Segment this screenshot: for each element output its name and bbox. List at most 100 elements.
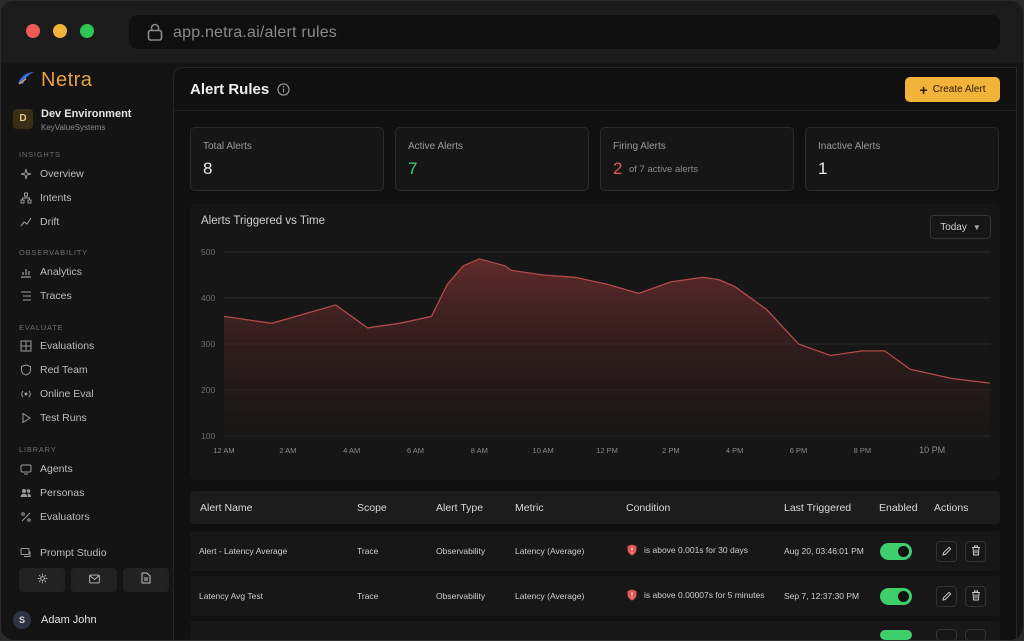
time-range-dropdown[interactable]: Today ▼ (930, 215, 991, 239)
sidebar-item-personas[interactable]: Personas (19, 485, 84, 501)
chat-icon (19, 546, 33, 560)
sidebar-item-intents[interactable]: Intents (19, 190, 72, 206)
sidebar-item-online-eval[interactable]: Online Eval (19, 386, 94, 402)
column-header[interactable]: Condition (626, 502, 671, 514)
table-row[interactable]: Alert - Latency Average Trace Observabil… (190, 531, 1000, 571)
settings-button[interactable] (19, 568, 65, 592)
section-title-evaluate: EVALUATE (19, 323, 64, 332)
edit-button[interactable] (936, 629, 957, 640)
area-fill (224, 258, 990, 436)
sidebar-item-analytics[interactable]: Analytics (19, 264, 82, 280)
document-icon (141, 571, 151, 589)
column-header[interactable]: Alert Type (436, 502, 484, 514)
y-tick-label: 500 (201, 247, 215, 257)
sidebar-item-evaluations[interactable]: Evaluations (19, 338, 94, 354)
column-header[interactable]: Scope (357, 502, 387, 514)
browser-titlebar: app.netra.ai/alert rules (1, 1, 1023, 63)
chevron-down-icon: ▼ (972, 222, 981, 232)
stat-card-firing: Firing Alerts 2 of 7 active alerts (600, 127, 794, 191)
avatar: S (13, 611, 31, 629)
table-row[interactable] (190, 621, 1000, 640)
column-header: Actions (934, 502, 969, 514)
drift-icon (19, 215, 33, 229)
toggle-knob (898, 591, 909, 602)
delete-button[interactable] (965, 586, 986, 607)
chart-title: Alerts Triggered vs Time (201, 215, 325, 227)
enabled-toggle[interactable] (880, 543, 912, 560)
sidebar-item-overview[interactable]: Overview (19, 166, 84, 182)
column-header[interactable]: Last Triggered (784, 502, 852, 514)
sidebar-item-label: Online Eval (40, 388, 94, 400)
maximize-window-button[interactable] (80, 24, 94, 38)
table-row[interactable]: Latency Avg Test Trace Observability Lat… (190, 576, 1000, 616)
alert-name-cell[interactable]: Latency Avg Test (199, 591, 263, 601)
list-icon (19, 289, 33, 303)
gear-icon (37, 571, 48, 589)
edit-button[interactable] (936, 586, 957, 607)
column-header[interactable]: Metric (515, 502, 544, 514)
sidebar-item-test-runs[interactable]: Test Runs (19, 410, 87, 426)
condition-cell: is above 0.001s for 30 days (627, 544, 748, 556)
x-tick-label: 12 PM (596, 446, 618, 455)
sidebar-item-evaluators[interactable]: Evaluators (19, 509, 90, 525)
sidebar-item-prompt-studio[interactable]: Prompt Studio (19, 545, 107, 561)
pencil-icon (941, 588, 952, 606)
alert-shield-icon (627, 589, 637, 601)
section-title-insights: INSIGHTS (19, 150, 61, 159)
table-header: Alert Name Scope Alert Type Metric Condi… (190, 491, 1000, 524)
sidebar-item-label: Drift (40, 216, 60, 228)
play-icon (19, 411, 33, 425)
inbox-button[interactable] (71, 568, 117, 592)
user-name: Adam John (41, 614, 97, 626)
sidebar: Netra D Dev Environment KeyValueSystems … (1, 63, 171, 640)
sidebar-item-agents[interactable]: Agents (19, 461, 73, 477)
condition-cell: is above 0.00007s for 5 minutes (627, 589, 765, 601)
percent-icon (19, 510, 33, 524)
address-bar[interactable]: app.netra.ai/alert rules (129, 15, 1000, 49)
enabled-toggle[interactable] (880, 630, 912, 640)
user-profile[interactable]: S Adam John (13, 609, 97, 631)
alert-type-cell: Observability (436, 591, 486, 601)
edit-button[interactable] (936, 541, 957, 562)
hierarchy-icon (19, 191, 33, 205)
metric-cell: Latency (Average) (515, 591, 585, 601)
stat-value: 7 (408, 159, 418, 178)
environment-switcher[interactable]: D Dev Environment KeyValueSystems (13, 107, 163, 137)
stat-label: Inactive Alerts (818, 141, 881, 152)
create-alert-button[interactable]: + Create Alert (905, 77, 1000, 102)
stat-value: 1 (818, 159, 828, 178)
toggle-knob (898, 546, 909, 557)
column-header[interactable]: Enabled (879, 502, 918, 514)
sidebar-item-drift[interactable]: Drift (19, 214, 59, 230)
sidebar-item-label: Test Runs (40, 412, 87, 424)
stat-label: Total Alerts (203, 141, 252, 152)
scope-cell: Trace (357, 546, 379, 556)
sidebar-item-label: Evaluators (40, 511, 90, 523)
y-tick-label: 100 (201, 431, 215, 441)
alerts-chart-card: Alerts Triggered vs Time Today ▼ 100 200 3… (190, 204, 1000, 480)
sidebar-item-label: Personas (40, 487, 85, 499)
info-icon[interactable] (277, 83, 290, 96)
close-window-button[interactable] (26, 24, 40, 38)
x-tick-label: 10 AM (533, 446, 554, 455)
pencil-icon (941, 543, 952, 561)
x-tick-label: 8 AM (471, 446, 488, 455)
delete-button[interactable] (965, 541, 986, 562)
sidebar-item-traces[interactable]: Traces (19, 288, 72, 304)
signal-icon (19, 387, 33, 401)
enabled-toggle[interactable] (880, 588, 912, 605)
sidebar-item-label: Overview (40, 168, 84, 180)
delete-button[interactable] (965, 629, 986, 640)
environment-name: Dev Environment (41, 108, 132, 120)
alert-name-cell[interactable]: Alert - Latency Average (199, 546, 288, 556)
column-header[interactable]: Alert Name (200, 502, 253, 514)
docs-button[interactable] (123, 568, 169, 592)
sidebar-item-label: Agents (40, 463, 73, 475)
stat-extra: of 7 active alerts (629, 164, 699, 175)
sidebar-item-red-team[interactable]: Red Team (19, 362, 88, 378)
brand-logo[interactable]: Netra (17, 69, 92, 91)
minimize-window-button[interactable] (53, 24, 67, 38)
page-title: Alert Rules (190, 81, 290, 98)
sidebar-item-label: Traces (40, 290, 72, 302)
trash-icon (971, 543, 981, 561)
